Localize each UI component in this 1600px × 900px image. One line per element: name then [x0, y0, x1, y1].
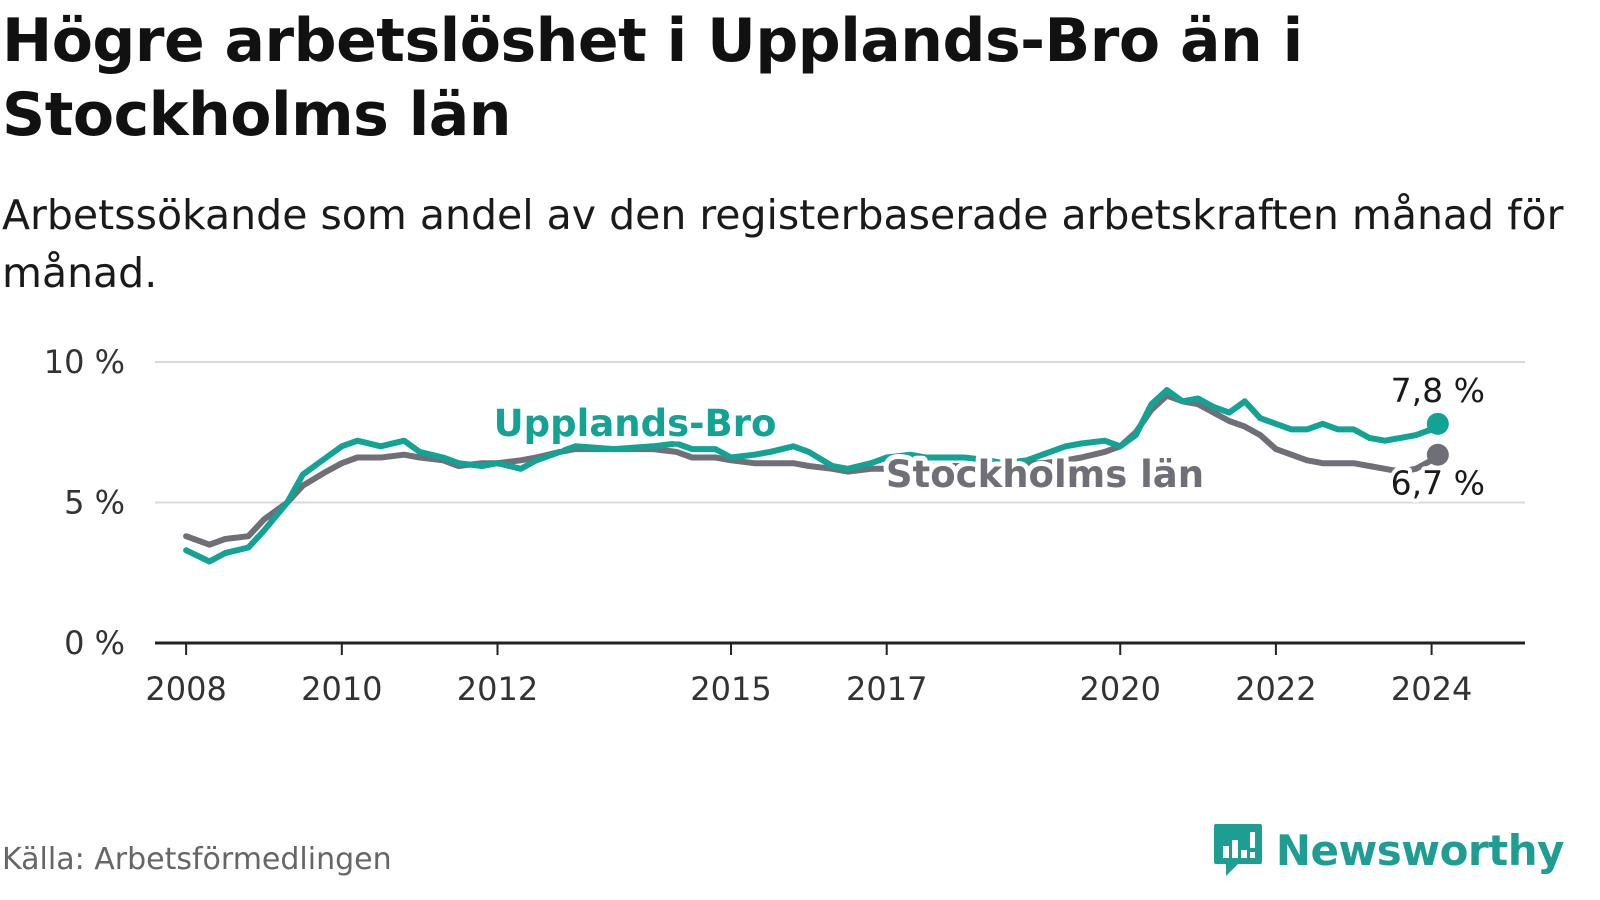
x-tick-label: 2015: [690, 670, 771, 708]
series-line-stockholms-lan: [183, 392, 1441, 548]
series-line-upplands-bro: [183, 387, 1441, 565]
series-lines: [183, 387, 1449, 565]
chart-subtitle: Arbetssökande som andel av den registerb…: [2, 191, 1564, 297]
brand-logo[interactable]: Newsworthy: [1212, 822, 1565, 878]
source-note: Källa: Arbetsförmedlingen: [2, 842, 392, 877]
x-tick-label: 2008: [145, 670, 226, 708]
end-point-upplands-bro: [1426, 412, 1449, 435]
chart-title: Högre arbetslöshet i Upplands-Bro än i S…: [2, 6, 1303, 150]
x-tick-label: 2022: [1235, 670, 1316, 708]
x-tick-label: 2012: [457, 670, 538, 708]
brand-name: Newsworthy: [1275, 825, 1565, 875]
end-label-stockholms-lan: 6,7 %: [1391, 464, 1485, 503]
end-label-upplands-bro-halo: 7,8 %: [1391, 371, 1485, 410]
series-label-upplands-bro: Upplands-Bro: [494, 402, 777, 445]
y-tick-label: 0 %: [64, 624, 125, 662]
end-label-upplands-bro: 7,8 %: [1391, 371, 1485, 410]
line-chart: 0 % 5 % 10 % 2008 2010 2012 2015 2017 2020 2022 20…: [44, 343, 1525, 708]
newsworthy-logo-icon: [1213, 824, 1262, 876]
x-tick-label: 2020: [1080, 670, 1161, 708]
series-label-stockholms-lan: Stockholms län: [886, 453, 1204, 496]
end-point-stockholms-lan: [1426, 443, 1449, 466]
x-tick-label: 2017: [846, 670, 927, 708]
y-tick-label: 10 %: [44, 343, 125, 381]
series-label-upplands-bro-halo: Upplands-Bro: [494, 402, 777, 445]
end-label-stockholms-lan-halo: 6,7 %: [1391, 464, 1485, 503]
series-label-stockholms-lan-halo: Stockholms län: [886, 453, 1204, 496]
y-tick-label: 5 %: [64, 484, 125, 522]
grid-lines: 0 % 5 % 10 % 2008 2010 2012 2015 2017 2020 2022 20…: [44, 343, 1525, 708]
x-tick-label: 2024: [1391, 670, 1472, 708]
x-tick-label: 2010: [301, 670, 382, 708]
